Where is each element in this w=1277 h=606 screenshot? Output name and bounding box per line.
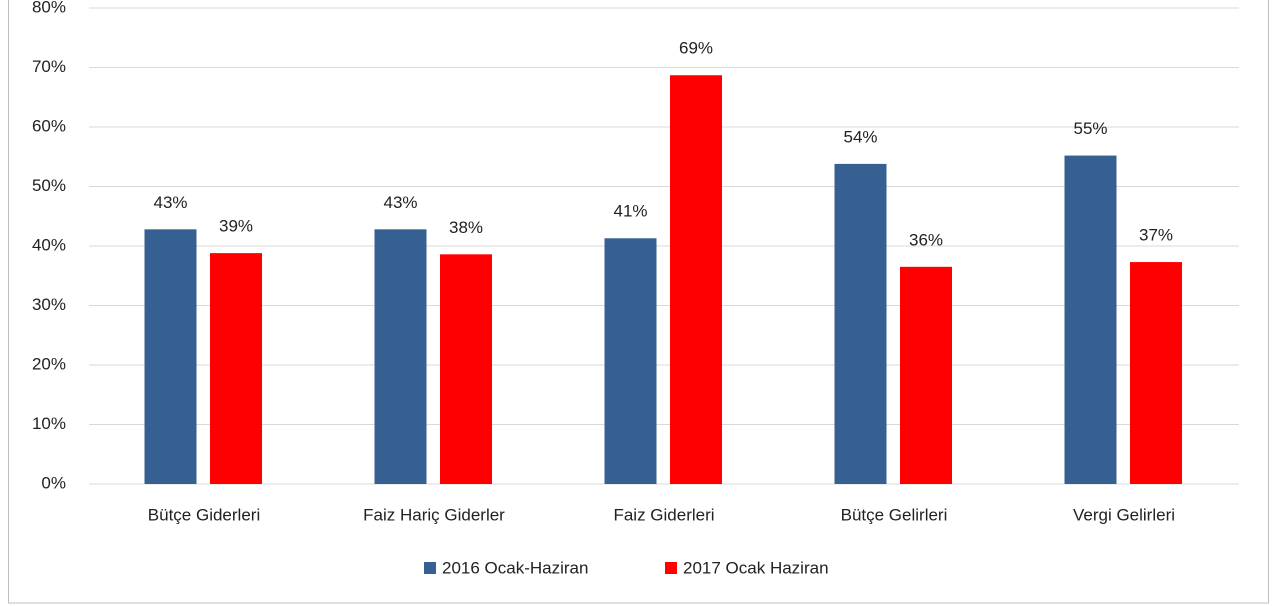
- bar: [440, 254, 492, 484]
- x-tick-label: Faiz Giderleri: [613, 505, 714, 524]
- x-tick-label: Vergi Gelirleri: [1073, 505, 1175, 524]
- bar: [670, 75, 722, 485]
- data-label: 43%: [153, 193, 187, 212]
- y-tick-label: 50%: [32, 176, 66, 195]
- bar: [900, 266, 952, 484]
- y-tick-label: 60%: [32, 116, 66, 135]
- data-label: 55%: [1073, 119, 1107, 138]
- bar: [834, 163, 887, 484]
- y-tick-label: 70%: [32, 57, 66, 76]
- data-label: 36%: [909, 230, 943, 249]
- y-tick-label: 40%: [32, 235, 66, 254]
- bar: [1064, 155, 1117, 484]
- x-tick-label: Bütçe Giderleri: [148, 505, 260, 524]
- bar: [374, 229, 427, 484]
- bar: [1130, 262, 1182, 484]
- y-tick-label: 0%: [41, 473, 66, 492]
- data-label: 69%: [679, 39, 713, 58]
- legend-swatch: [665, 562, 677, 574]
- data-label: 41%: [613, 202, 647, 221]
- legend-label: 2017 Ocak Haziran: [683, 558, 829, 577]
- bar: [210, 253, 262, 484]
- y-tick-label: 10%: [32, 414, 66, 433]
- data-label: 37%: [1139, 226, 1173, 245]
- data-label: 39%: [219, 217, 253, 236]
- y-tick-label: 30%: [32, 295, 66, 314]
- bar: [144, 229, 197, 484]
- bar: [604, 238, 657, 484]
- data-label: 38%: [449, 218, 483, 237]
- data-label: 43%: [383, 193, 417, 212]
- x-tick-label: Faiz Hariç Giderler: [363, 505, 505, 524]
- legend-swatch: [424, 562, 436, 574]
- y-tick-label: 20%: [32, 354, 66, 373]
- x-tick-label: Bütçe Gelirleri: [841, 505, 948, 524]
- data-label: 54%: [843, 127, 877, 146]
- y-tick-label: 80%: [32, 0, 66, 16]
- legend-label: 2016 Ocak-Haziran: [442, 558, 588, 577]
